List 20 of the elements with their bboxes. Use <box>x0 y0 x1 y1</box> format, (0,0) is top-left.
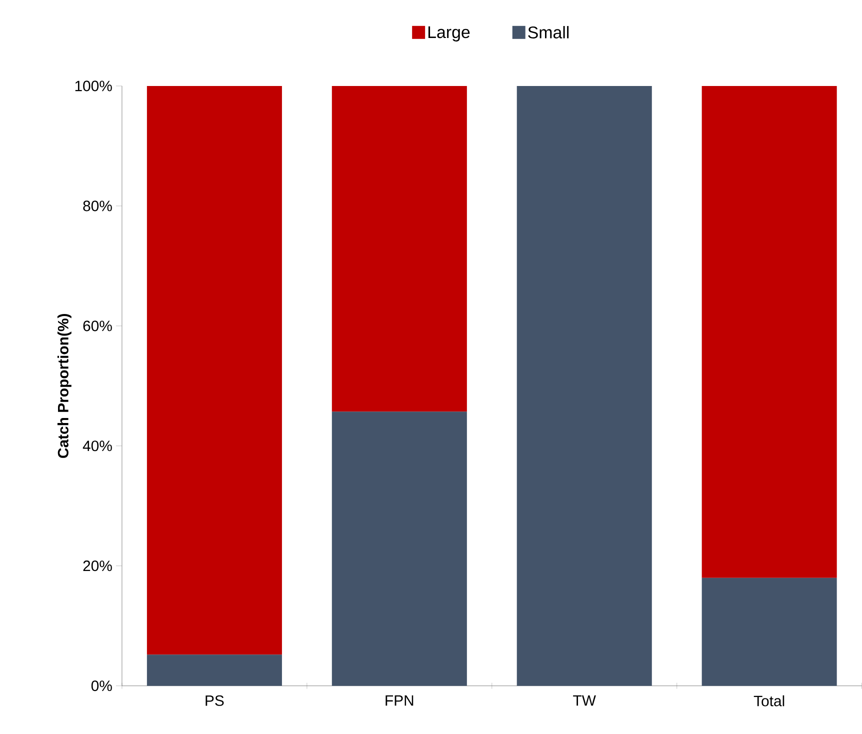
y-tick-label: 80% <box>83 200 112 212</box>
bar <box>332 86 467 412</box>
y-tick-label: 20% <box>83 560 112 572</box>
y-axis-title: Catch Proportion(%) <box>57 314 72 458</box>
x-tick-label: TW <box>573 695 596 706</box>
bar <box>146 654 282 686</box>
bar <box>702 578 837 686</box>
bar <box>146 86 282 655</box>
x-tick-label: Total <box>754 695 784 706</box>
x-tick-label: PS <box>206 695 224 706</box>
y-tick-label: 0% <box>91 680 112 692</box>
legend-label: Large <box>428 26 470 42</box>
legend-label: Small <box>528 26 569 39</box>
bar <box>332 412 467 686</box>
x-tick-label: FPN <box>386 695 414 706</box>
y-tick-label: 60% <box>83 320 112 332</box>
bar <box>702 86 837 578</box>
y-tick-label: 100% <box>75 80 112 92</box>
bar <box>516 86 652 686</box>
y-tick-label: 40% <box>82 440 112 452</box>
